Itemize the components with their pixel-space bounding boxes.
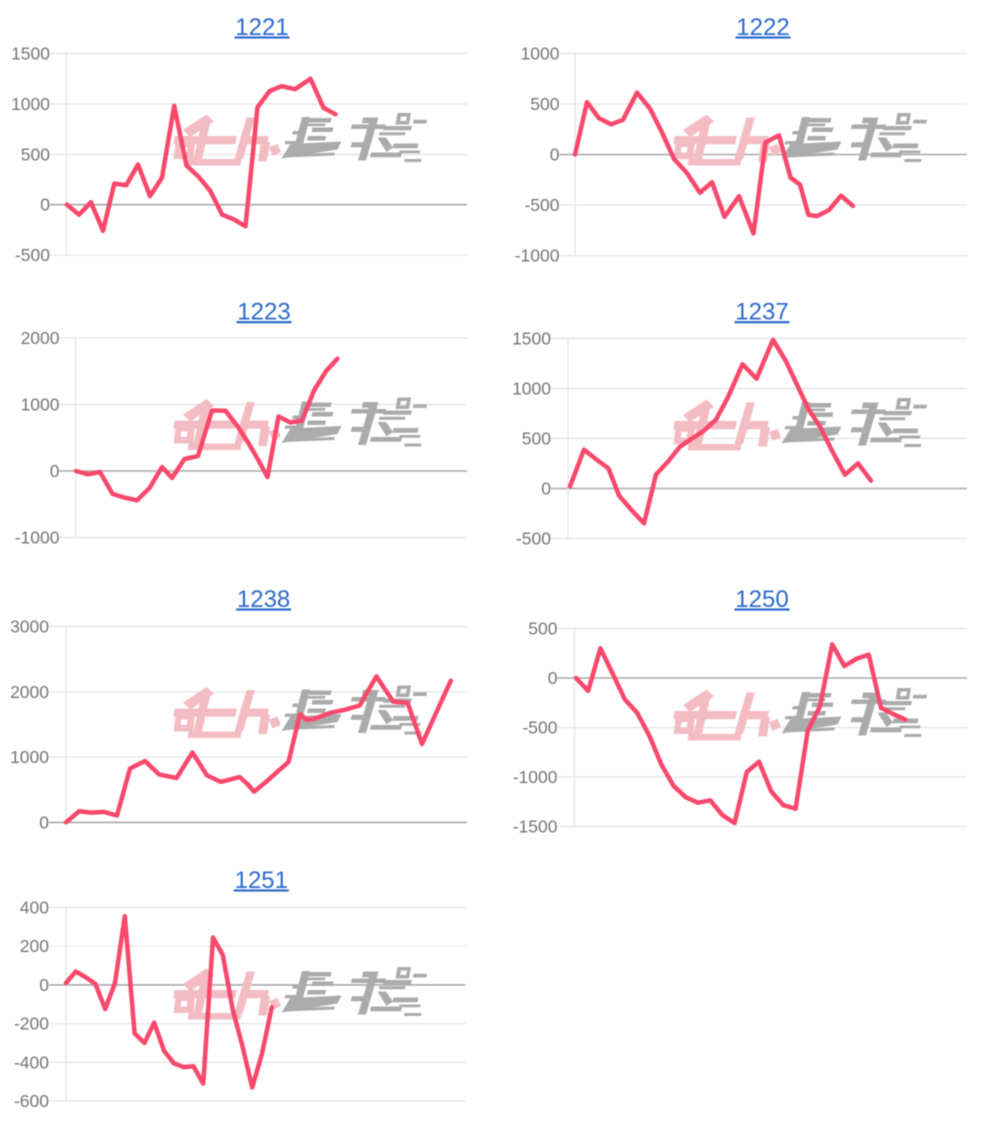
svg-text:1000: 1000 bbox=[521, 44, 560, 64]
svg-text:500: 500 bbox=[21, 145, 50, 165]
svg-text:-600: -600 bbox=[14, 1091, 49, 1111]
svg-text:-500: -500 bbox=[524, 195, 559, 215]
svg-text:0: 0 bbox=[39, 812, 49, 832]
svg-text:-1500: -1500 bbox=[513, 817, 558, 837]
svg-text:500: 500 bbox=[530, 94, 559, 114]
svg-text:2000: 2000 bbox=[21, 328, 60, 348]
svg-text:1500: 1500 bbox=[11, 44, 50, 64]
svg-text:-500: -500 bbox=[516, 529, 551, 549]
svg-text:3000: 3000 bbox=[10, 617, 49, 637]
svg-text:-500: -500 bbox=[522, 718, 557, 738]
svg-text:0: 0 bbox=[50, 461, 60, 481]
svg-text:1000: 1000 bbox=[10, 747, 49, 767]
svg-text:1000: 1000 bbox=[512, 379, 551, 399]
svg-text:0: 0 bbox=[39, 975, 49, 995]
svg-text:1500: 1500 bbox=[512, 329, 551, 349]
svg-text:-400: -400 bbox=[14, 1052, 49, 1072]
svg-text:0: 0 bbox=[541, 479, 551, 499]
svg-text:400: 400 bbox=[20, 898, 49, 918]
svg-text:1000: 1000 bbox=[21, 395, 60, 415]
svg-text:-1000: -1000 bbox=[515, 246, 560, 266]
svg-text:1000: 1000 bbox=[11, 94, 50, 114]
svg-text:-500: -500 bbox=[15, 245, 50, 265]
svg-text:-200: -200 bbox=[14, 1014, 49, 1034]
svg-text:0: 0 bbox=[548, 668, 558, 688]
svg-text:500: 500 bbox=[528, 619, 557, 639]
svg-text:2000: 2000 bbox=[10, 682, 49, 702]
svg-text:-1000: -1000 bbox=[513, 767, 558, 787]
svg-text:200: 200 bbox=[20, 936, 49, 956]
svg-text:0: 0 bbox=[40, 195, 50, 215]
svg-text:-1000: -1000 bbox=[15, 528, 60, 548]
svg-text:500: 500 bbox=[522, 429, 551, 449]
svg-text:0: 0 bbox=[550, 145, 560, 165]
